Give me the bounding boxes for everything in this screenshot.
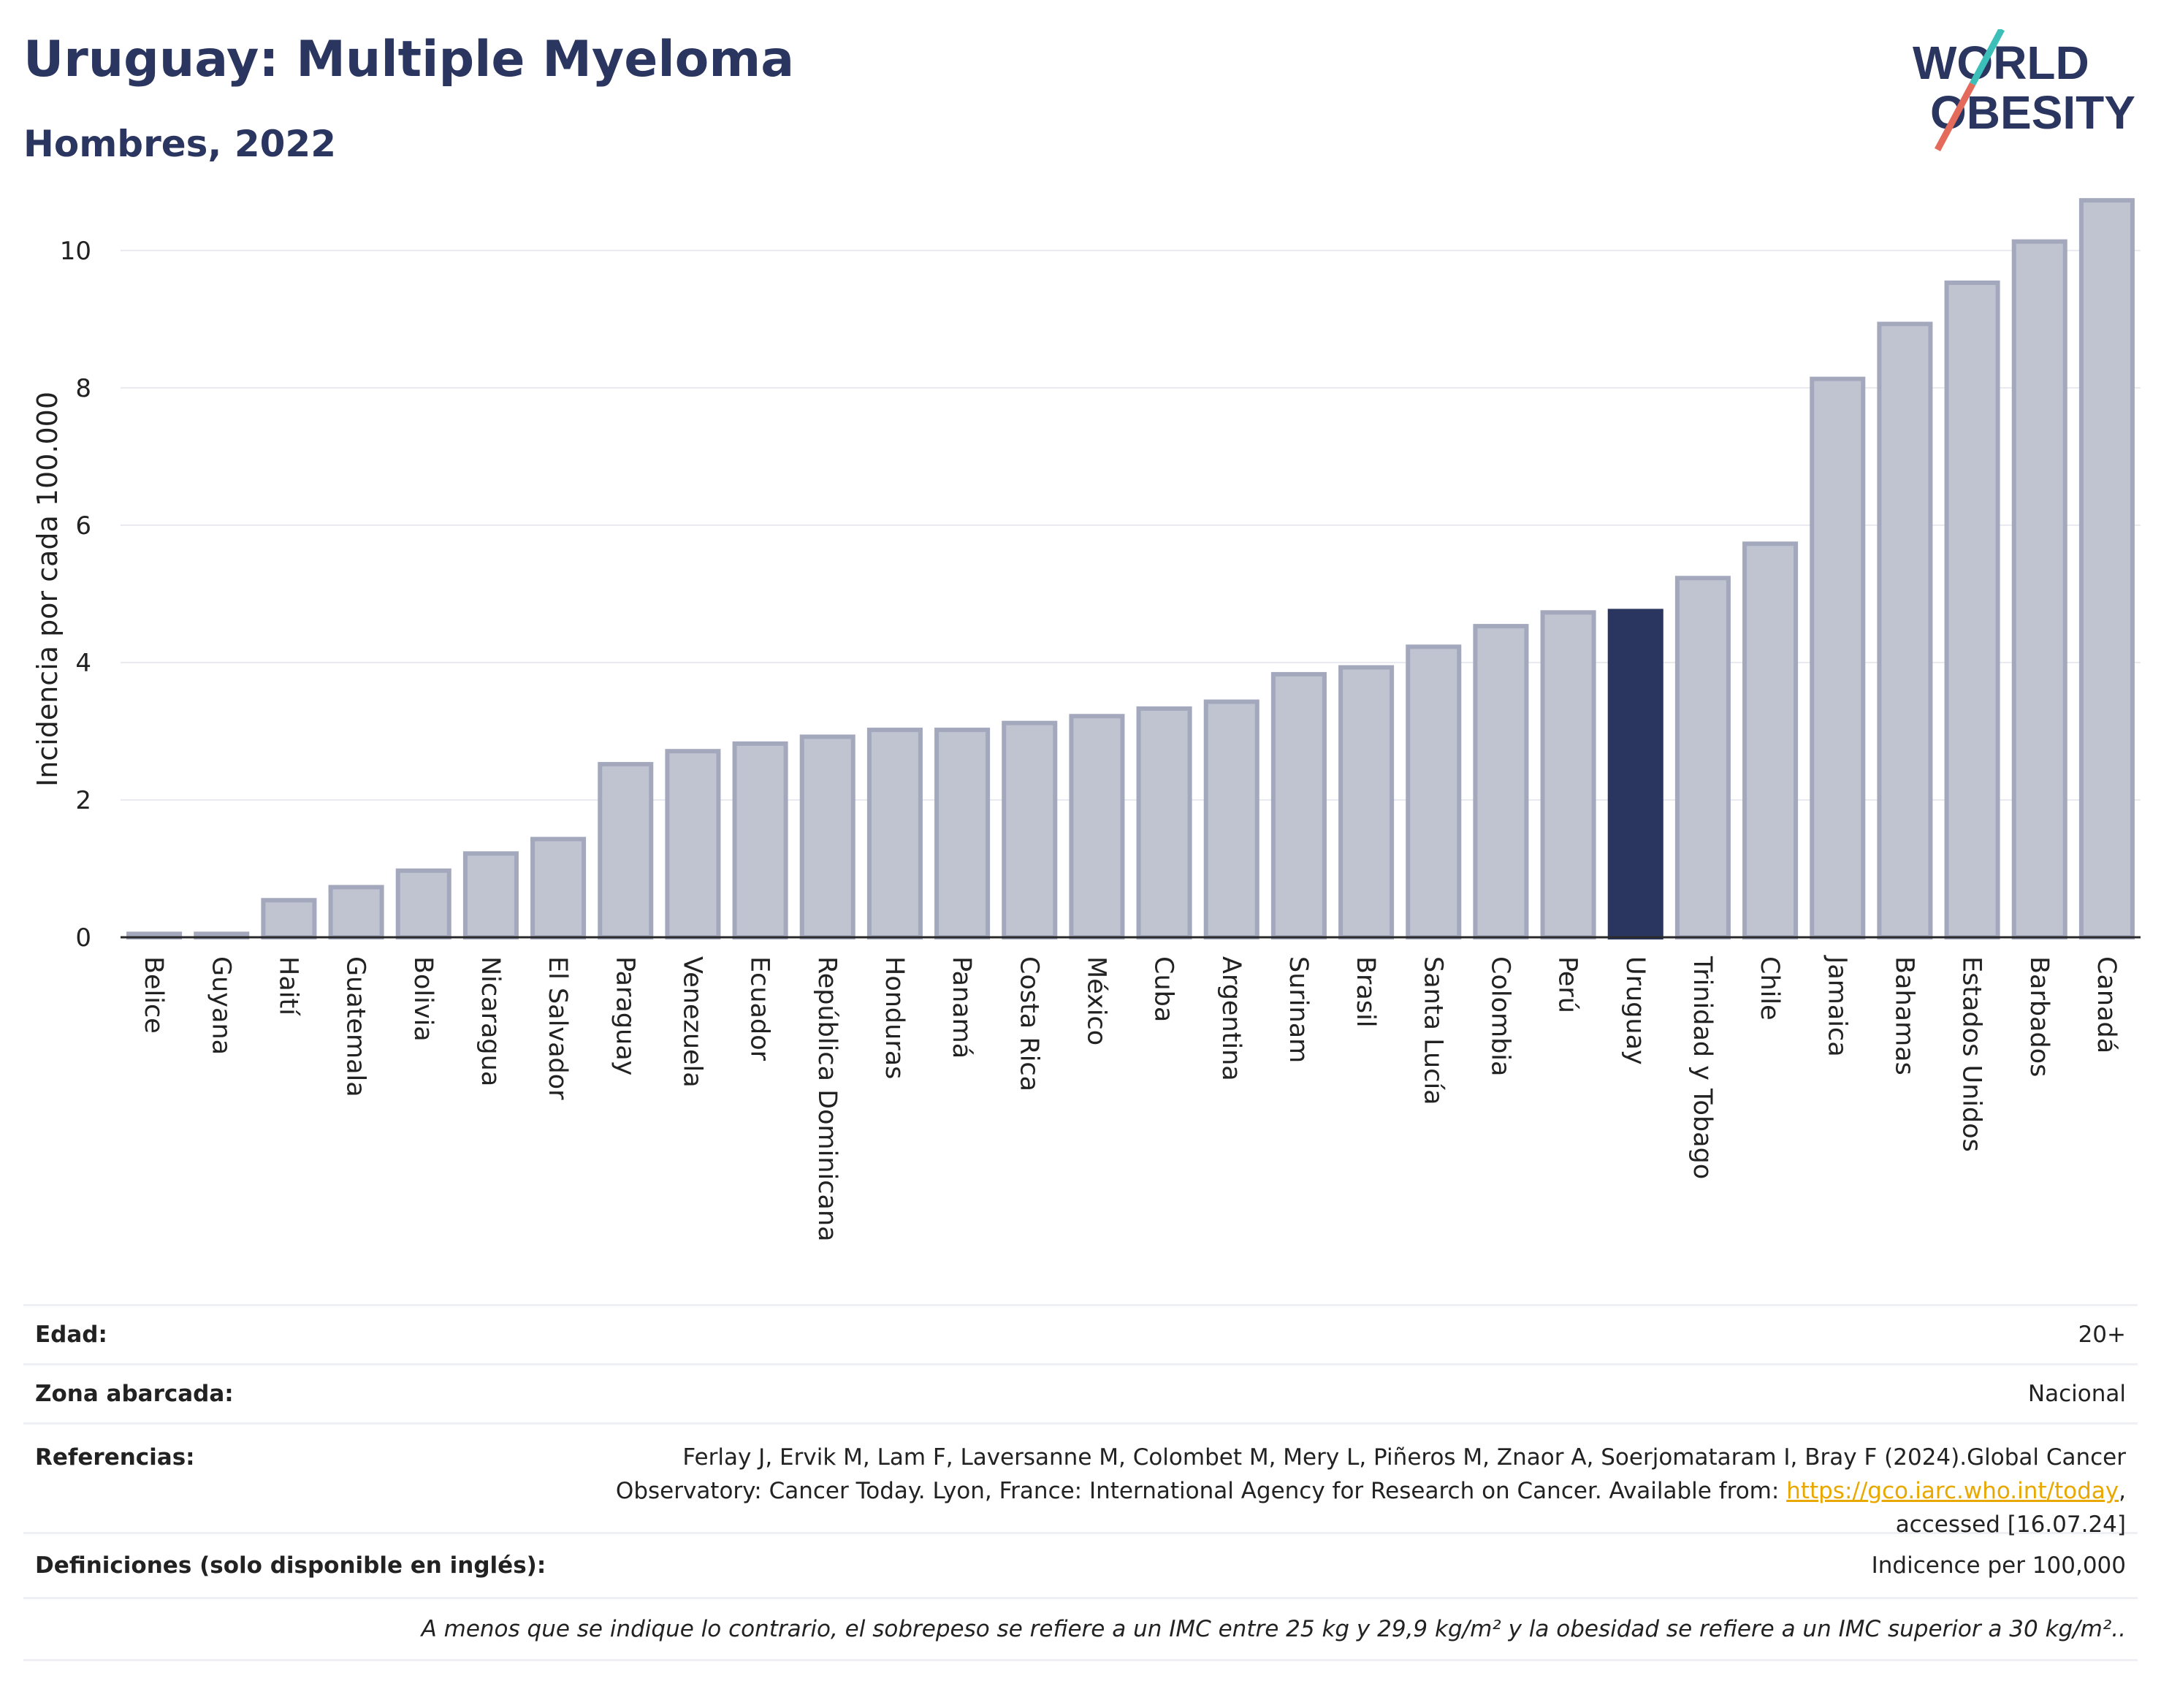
x-tick-label: República Dominicana (812, 956, 842, 1242)
bar-méxico (1069, 714, 1125, 939)
referencias-label: Referencias: (35, 1444, 195, 1471)
x-tick-label: Honduras (880, 956, 909, 1079)
x-tick-label: Panamá (947, 956, 976, 1059)
x-tick-label: Colombia (1485, 956, 1514, 1076)
x-tick-label: Bahamas (1889, 956, 1918, 1075)
edad-label: Edad: (35, 1322, 107, 1348)
y-axis-ticks: 0 2 4 6 8 10 (60, 237, 91, 953)
page-subtitle: Hombres, 2022 (23, 123, 336, 165)
grid-lines (121, 249, 2141, 801)
bar-costa-rica (1002, 720, 1058, 940)
x-tick-label: Jamaica (1822, 955, 1851, 1057)
bar-santa-lucía (1406, 644, 1462, 939)
page-title: Uruguay: Multiple Myeloma (23, 31, 795, 88)
zona-label: Zona abarcada: (35, 1381, 234, 1407)
x-tick-label: Surinam (1284, 956, 1313, 1063)
info-row-footnote: A menos que se indique lo contrario, el … (23, 1597, 2138, 1661)
bar-uruguay (1607, 609, 1663, 939)
bar-brasil (1338, 665, 1395, 939)
y-tick-label: 10 (60, 237, 91, 266)
x-tick-label: Paraguay (610, 956, 639, 1075)
x-tick-label: Ecuador (745, 956, 774, 1061)
x-tick-label: Guyana (206, 956, 235, 1055)
y-tick-label: 0 (75, 923, 91, 953)
x-tick-label: Estados Unidos (1957, 956, 1986, 1152)
zona-value: Nacional (2027, 1381, 2126, 1407)
ref-line1: Ferlay J, Ervik M, Lam F, Laversanne M, … (682, 1444, 2126, 1471)
bar-nicaragua (462, 851, 519, 939)
y-tick-label: 6 (75, 511, 91, 541)
x-tick-label: Santa Lucía (1418, 956, 1447, 1105)
x-tick-label: Haití (273, 956, 302, 1016)
ref-link[interactable]: https://gco.iarc.who.int/today (1786, 1478, 2119, 1504)
bar-el-salvador (530, 836, 587, 939)
bar-estados-unidos (1944, 281, 2000, 939)
bar-barbados (2011, 239, 2067, 939)
bar-jamaica (1810, 376, 1866, 939)
definiciones-label: Definiciones (solo disponible en inglés)… (35, 1552, 546, 1579)
x-axis-labels: Belice Guyana Haití Guatemala Bolivia Nicarag… (139, 955, 2121, 1242)
x-tick-label: Costa Rica (1014, 956, 1043, 1091)
footnote: A menos que se indique lo contrario, el … (421, 1616, 2126, 1642)
x-tick-label: Canadá (2092, 956, 2121, 1053)
x-tick-label: Venezuela (677, 956, 706, 1088)
bar-república-dominicana (799, 734, 855, 939)
x-tick-label: Belice (139, 956, 168, 1034)
x-tick-label: Barbados (2024, 956, 2054, 1077)
bar-bahamas (1877, 321, 1933, 939)
bar-haití (261, 898, 317, 939)
bar-trinidad-y-tobago (1674, 576, 1731, 939)
info-table: Edad: 20+ Zona abarcada: Nacional Refere… (23, 1304, 2138, 1661)
logo-slash-red (1935, 82, 1975, 152)
bars (126, 198, 2135, 940)
bar-honduras (866, 728, 923, 940)
bar-ecuador (732, 741, 788, 939)
definiciones-value: Indicence per 100,000 (1871, 1552, 2126, 1579)
x-tick-label: Uruguay (1620, 956, 1650, 1065)
x-tick-label: Chile (1755, 956, 1784, 1021)
bar-cuba (1136, 706, 1192, 939)
y-tick-label: 2 (75, 786, 91, 815)
world-obesity-logo: WORLD OBESITY (1913, 29, 2135, 152)
bar-chile (1742, 541, 1799, 939)
x-tick-label: Cuba (1149, 956, 1178, 1022)
bar-panamá (934, 728, 991, 940)
x-tick-label: El Salvador (543, 956, 572, 1100)
ref-line3: accessed [16.07.24] (1895, 1511, 2126, 1538)
x-tick-label: Argentina (1216, 956, 1246, 1081)
bar-perú (1540, 610, 1596, 939)
info-row-definiciones: Definiciones (solo disponible en inglés)… (23, 1532, 2138, 1597)
referencias-value: Ferlay J, Ervik M, Lam F, Laversanne M, … (615, 1444, 2126, 1538)
bar-paraguay (598, 762, 654, 939)
bar-canadá (2078, 198, 2135, 939)
x-tick-label: Guatemala (341, 956, 370, 1097)
bar-colombia (1473, 624, 1529, 939)
x-tick-label: Trinidad y Tobago (1688, 956, 1717, 1179)
x-tick-label: México (1081, 956, 1110, 1045)
info-row-referencias: Referencias: Ferlay J, Ervik M, Lam F, L… (23, 1422, 2138, 1538)
bar-guatemala (328, 885, 384, 939)
logo-slash-teal (1970, 29, 2005, 86)
ref-line2: Observatory: Cancer Today. Lyon, France:… (615, 1478, 1787, 1504)
bar-argentina (1203, 699, 1259, 939)
bar-bolivia (395, 868, 451, 940)
info-row-edad: Edad: 20+ (23, 1304, 2138, 1363)
x-tick-label: Bolivia (408, 956, 438, 1042)
y-tick-label: 8 (75, 374, 91, 403)
logo-line1: WORLD (1913, 37, 2089, 89)
x-tick-label: Nicaragua (476, 956, 505, 1086)
bar-chart: 0 2 4 6 8 10 Belice Guyana Haití Guatemala Bolivi… (31, 198, 2141, 1242)
info-row-zona: Zona abarcada: Nacional (23, 1363, 2138, 1422)
bar-surinam (1270, 671, 1327, 939)
x-tick-label: Perú (1553, 956, 1582, 1013)
bar-venezuela (665, 749, 721, 939)
edad-value: 20+ (2078, 1322, 2126, 1348)
x-tick-label: Brasil (1351, 956, 1380, 1028)
y-tick-label: 4 (75, 649, 91, 678)
y-axis-title: Incidencia por cada 100.000 (31, 392, 64, 787)
